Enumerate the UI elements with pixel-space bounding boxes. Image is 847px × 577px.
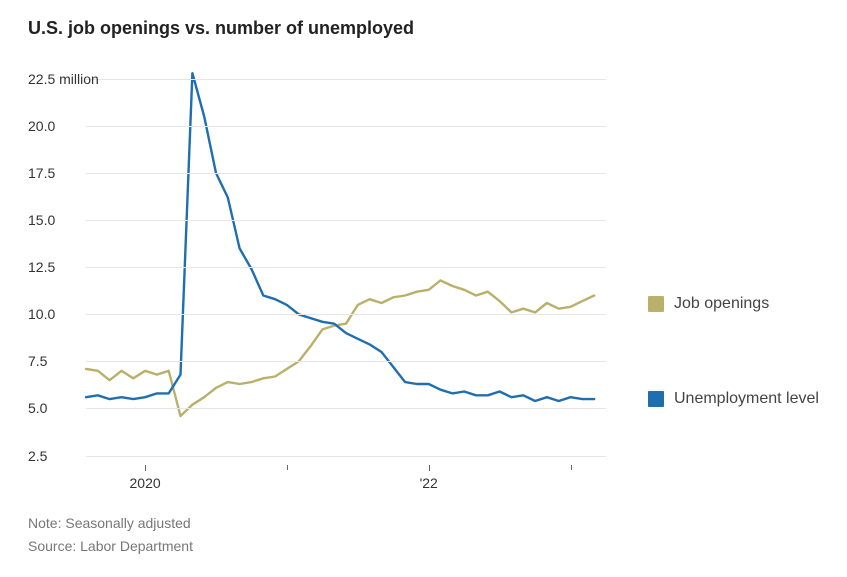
gridline: [86, 79, 606, 80]
y-axis-label: 2.5: [28, 448, 47, 464]
y-axis-label: 12.5: [28, 259, 55, 275]
chart-title: U.S. job openings vs. number of unemploy…: [28, 18, 414, 39]
chart-area: 2.5 5.0 7.5 10.0 12.5 15.0 17.5 20.0 22.5 millio…: [28, 60, 820, 490]
gridline: [86, 220, 606, 221]
y-axis-label: 15.0: [28, 212, 55, 228]
series-unemployment_level: [86, 73, 594, 401]
legend-swatch: [648, 391, 664, 407]
legend-item: Unemployment level: [648, 390, 819, 408]
legend-swatch: [648, 296, 664, 312]
y-axis-label: 17.5: [28, 165, 55, 181]
y-axis-label: 20.0: [28, 118, 55, 134]
gridline: [86, 126, 606, 127]
gridline: [86, 314, 606, 315]
gridline: [86, 408, 606, 409]
gridline: [86, 173, 606, 174]
x-axis-tick: [429, 465, 430, 471]
chart-note: Note: Seasonally adjusted: [28, 515, 191, 531]
y-axis-label: 5.0: [28, 400, 47, 416]
x-axis-minor-tick: [571, 465, 572, 470]
y-axis-label: 22.5 million: [28, 71, 99, 87]
y-axis-label: 7.5: [28, 353, 47, 369]
legend-item: Job openings: [648, 295, 769, 313]
gridline: [86, 267, 606, 268]
legend-label: Unemployment level: [674, 390, 819, 408]
x-axis-label: 2020: [130, 475, 161, 491]
x-axis-tick: [145, 465, 146, 471]
gridline: [86, 361, 606, 362]
y-axis-label: 10.0: [28, 306, 55, 322]
gridline: [86, 456, 606, 457]
x-axis-label: '22: [420, 475, 438, 491]
x-axis-minor-tick: [287, 465, 288, 470]
legend-label: Job openings: [674, 295, 769, 313]
chart-source: Source: Labor Department: [28, 538, 193, 554]
